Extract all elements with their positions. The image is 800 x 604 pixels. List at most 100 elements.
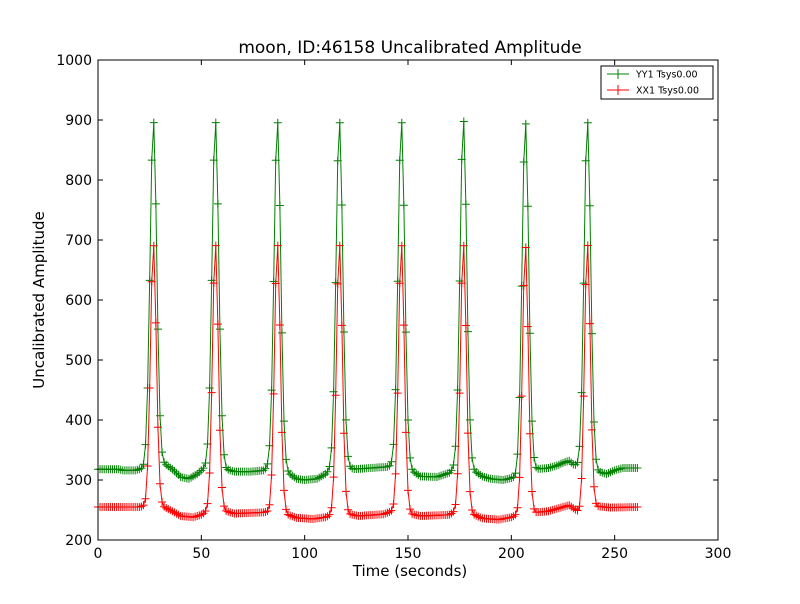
- data-point: [261, 464, 270, 473]
- data-point: [379, 510, 388, 519]
- data-point: [441, 470, 450, 479]
- data-point: [193, 512, 202, 520]
- data-point: [437, 471, 446, 480]
- data-point: [271, 156, 280, 165]
- data-point: [468, 506, 477, 515]
- data-point: [470, 510, 479, 519]
- data-point: [337, 321, 346, 330]
- data-point: [277, 328, 286, 337]
- data-point: [131, 466, 140, 475]
- data-point: [323, 467, 332, 476]
- series-layer: [94, 117, 642, 524]
- data-point: [164, 462, 173, 471]
- data-point: [554, 460, 563, 469]
- data-point: [228, 466, 237, 475]
- data-point: [337, 201, 346, 210]
- ticks-layer: 0 50 100 150 200 250 300 200 300 400 500 600 700 800 9…: [56, 53, 731, 562]
- data-point: [435, 472, 443, 481]
- data-point: [548, 506, 557, 514]
- data-point: [325, 510, 334, 519]
- data-point: [585, 319, 594, 328]
- data-point: [209, 279, 218, 288]
- data-point: [323, 512, 332, 521]
- data-point: [583, 118, 592, 127]
- data-point: [321, 513, 330, 522]
- data-point: [556, 503, 565, 512]
- chart-title: moon, ID:46158 Uncalibrated Amplitude: [238, 38, 581, 58]
- data-point: [286, 511, 295, 520]
- data-point: [521, 243, 530, 252]
- data-point: [577, 388, 586, 397]
- data-point: [633, 503, 642, 511]
- data-point: [565, 456, 574, 465]
- data-point: [263, 507, 272, 516]
- data-point: [507, 473, 516, 482]
- data-point: [408, 509, 417, 518]
- data-point: [325, 462, 334, 471]
- x-tick-label: 100: [291, 546, 318, 562]
- data-point: [461, 200, 470, 209]
- data-point: [168, 507, 177, 516]
- y-tick-label: 300: [65, 473, 92, 489]
- data-point: [552, 461, 561, 470]
- data-point: [222, 463, 231, 472]
- data-point: [583, 241, 592, 250]
- data-point: [519, 281, 528, 290]
- data-point: [449, 507, 458, 516]
- data-point: [261, 508, 270, 517]
- data-point: [569, 504, 578, 513]
- data-point: [195, 468, 204, 477]
- data-point: [559, 458, 567, 467]
- data-point: [315, 473, 324, 482]
- data-point: [331, 278, 340, 287]
- data-point: [168, 465, 177, 474]
- data-point: [633, 464, 642, 472]
- data-point: [451, 500, 460, 509]
- data-point: [513, 503, 522, 512]
- data-point: [530, 453, 539, 462]
- data-point: [507, 513, 516, 522]
- x-tick-label: 50: [192, 546, 210, 562]
- data-point: [480, 473, 489, 481]
- data-point: [550, 462, 559, 471]
- data-point: [166, 506, 175, 515]
- data-point: [612, 465, 621, 474]
- data-point: [344, 505, 353, 514]
- data-point: [201, 507, 210, 516]
- data-point: [265, 500, 274, 509]
- series-yy1: [94, 117, 642, 484]
- data-point: [342, 487, 350, 496]
- data-point: [571, 505, 580, 514]
- data-point: [563, 457, 572, 466]
- data-point: [546, 463, 555, 472]
- data-point: [457, 155, 466, 164]
- data-point: [288, 512, 297, 521]
- data-point: [517, 392, 526, 401]
- data-point: [273, 241, 282, 250]
- data-point: [184, 474, 193, 483]
- data-point: [399, 201, 408, 210]
- data-point: [220, 502, 229, 511]
- data-point: [383, 462, 392, 471]
- data-point: [399, 321, 408, 330]
- data-point: [509, 512, 518, 521]
- data-point: [164, 505, 173, 514]
- y-tick-label: 200: [65, 533, 92, 549]
- data-point: [466, 487, 474, 496]
- data-point: [284, 510, 293, 519]
- x-tick-label: 200: [498, 546, 525, 562]
- data-point: [333, 279, 342, 288]
- data-point: [174, 510, 183, 519]
- data-point: [226, 508, 235, 517]
- data-point: [385, 508, 394, 517]
- data-point: [459, 241, 468, 250]
- data-point: [544, 507, 553, 516]
- data-point: [172, 469, 181, 478]
- data-point: [608, 467, 617, 476]
- data-point: [139, 460, 148, 469]
- legend-label-xx1: XX1 Tsys0.00: [636, 86, 699, 97]
- data-point: [201, 459, 210, 468]
- data-point: [587, 425, 596, 434]
